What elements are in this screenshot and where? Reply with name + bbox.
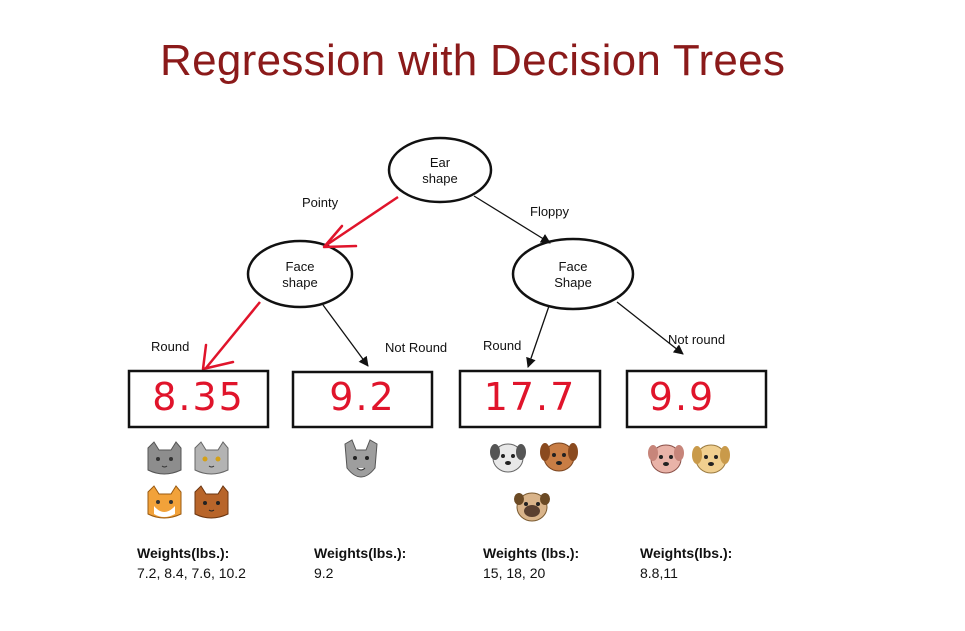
leaf-value-2: 9.2 — [329, 375, 396, 419]
edge-label-floppy: Floppy — [530, 204, 570, 219]
cat-wolf-grey-icon — [344, 439, 378, 478]
left-node-ellipse — [246, 239, 354, 309]
dog-tan-icon — [692, 444, 730, 474]
right-node-ellipse — [511, 237, 635, 311]
right-node-label-line1: Face — [558, 259, 588, 274]
left-node-label-line2: shape — [282, 275, 318, 290]
leaf-4-weights: 8.8,11 — [640, 565, 678, 581]
right-node-label: Face Shape — [518, 259, 628, 291]
right-node-label-line2: Shape — [554, 275, 592, 290]
cat-brown-icon — [194, 485, 229, 519]
left-node-label: Face shape — [245, 259, 355, 291]
leaf-box-4 — [625, 369, 768, 429]
edge-label-pointy: Pointy — [302, 195, 339, 210]
leaf-value-4: 9.9 — [648, 375, 716, 419]
leaf-1-weights: 7.2, 8.4, 7.6, 10.2 — [137, 565, 246, 581]
root-node-ellipse — [387, 136, 493, 204]
edge-left-round-arrowhead — [201, 343, 235, 371]
edge-right-not-round — [616, 301, 684, 355]
leaf-value-1: 8.35 — [152, 375, 245, 419]
left-node-label-line1: Face — [285, 259, 315, 274]
edge-label-left-round: Round — [151, 339, 190, 354]
leaf-3-weights-title: Weights (lbs.): — [483, 545, 580, 561]
edge-floppy — [473, 195, 551, 244]
leaf-box-3 — [458, 369, 602, 429]
leaf-2-weights-title: Weights(lbs.): — [314, 545, 407, 561]
leaf-1-weights-title: Weights(lbs.): — [137, 545, 230, 561]
edge-left-not-round — [322, 304, 369, 367]
cat-orange-icon — [147, 485, 182, 519]
root-node-label-line2: shape — [422, 171, 458, 186]
leaf-box-2 — [291, 370, 434, 429]
edge-label-right-round: Round — [483, 338, 522, 353]
edge-right-round — [526, 305, 550, 368]
dog-pug-icon — [514, 492, 550, 522]
edge-pointy-highlight — [324, 195, 399, 248]
dog-pink-icon — [648, 444, 684, 474]
edge-label-right-not-round: Not round — [668, 332, 726, 347]
dog-white-icon — [490, 443, 526, 473]
cat-grey-light-icon — [194, 441, 229, 475]
leaf-box-1 — [127, 369, 270, 429]
leaf-4-weights-title: Weights(lbs.): — [640, 545, 733, 561]
leaf-value-3: 17.7 — [483, 375, 577, 419]
dog-brown-icon — [540, 442, 578, 472]
edge-label-left-not-round: Not Round — [385, 340, 448, 355]
root-node-label-line1: Ear — [429, 155, 451, 170]
edge-pointy-arrowhead — [322, 224, 358, 249]
leaf-3-weights: 15, 18, 20 — [483, 565, 546, 581]
root-node-label: Ear shape — [385, 155, 495, 187]
edge-left-round-highlight — [205, 301, 261, 369]
cat-grey-icon — [147, 441, 182, 475]
slide-title: Regression with Decision Trees — [160, 36, 786, 85]
leaf-2-weights: 9.2 — [314, 565, 334, 581]
